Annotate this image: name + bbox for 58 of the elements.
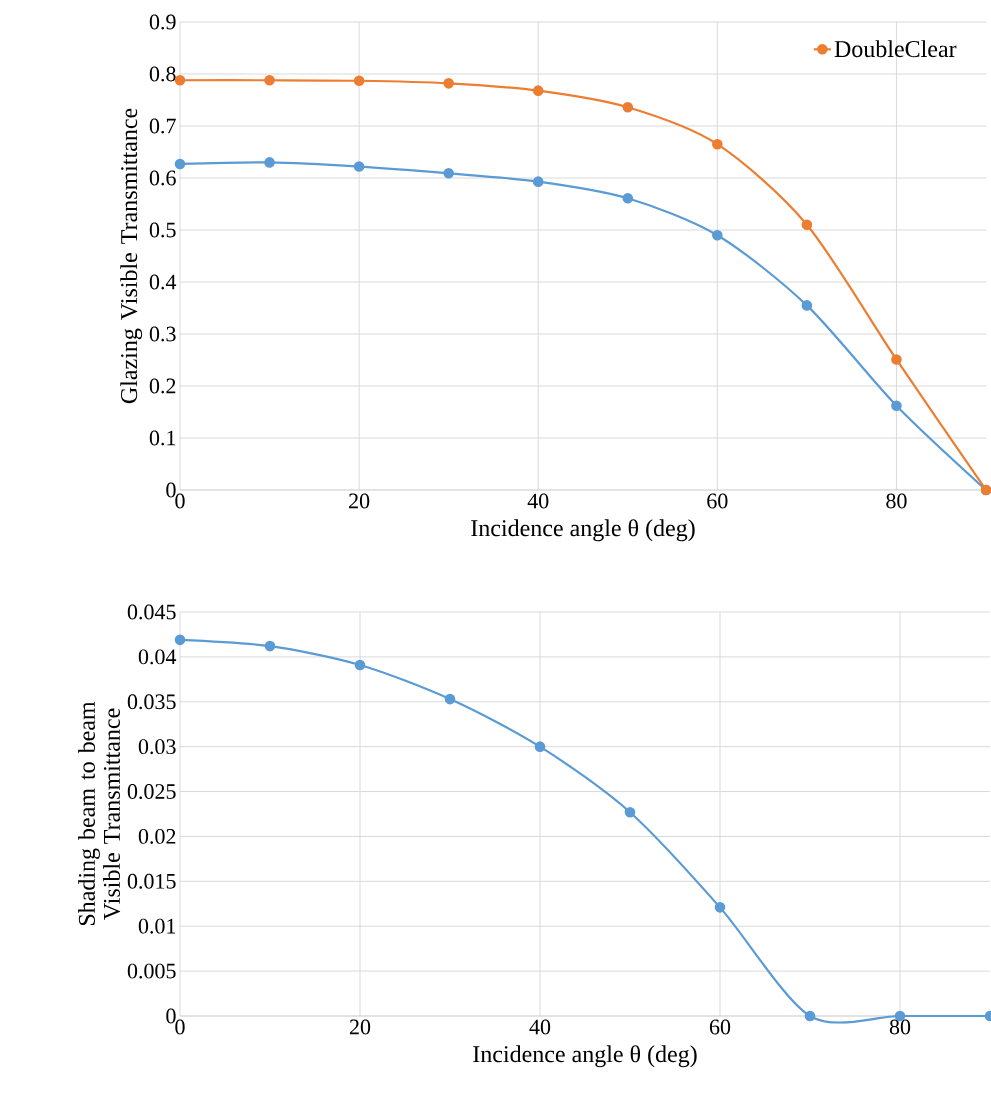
point: [532, 176, 544, 187]
y-tick-label: 0.02: [138, 828, 176, 844]
y-axis-title: Shading beam to beam Visible Transmittance: [78, 701, 121, 926]
y-tick-label: 0.3: [149, 326, 176, 342]
point: [264, 157, 275, 168]
point: [801, 300, 813, 311]
point: [891, 354, 902, 365]
x-tick-label: 20: [349, 493, 370, 509]
y-tick-label: 0.025: [127, 784, 176, 800]
y-tick-label: 0.035: [127, 694, 176, 710]
point: [712, 138, 723, 150]
point: [532, 85, 544, 96]
y-tick-label: 0.03: [138, 739, 176, 755]
point: [443, 168, 454, 179]
y-tick-label: 0.005: [127, 963, 176, 979]
y-axis-title: Glazing Visible Transmittance: [120, 108, 143, 404]
x-tick-label: 40: [527, 493, 549, 509]
y-tick-label: 0.015: [127, 873, 176, 889]
x-tick-label: 20: [349, 1019, 371, 1035]
point: [622, 192, 634, 204]
point: [353, 75, 365, 87]
y-tick-label: 0.2: [149, 378, 176, 394]
point: [353, 161, 365, 172]
y-tick-label: 0.4: [149, 274, 177, 290]
point: [174, 158, 186, 170]
x-tick-label: 80: [886, 493, 907, 509]
point: [443, 78, 454, 89]
y-tick-label: 0.6: [149, 170, 176, 186]
point: [714, 902, 726, 913]
y-tick-label: 0.8: [149, 66, 176, 82]
y-tick-label: 0.7: [149, 118, 176, 134]
y-tick-label: 0.5: [149, 222, 176, 238]
y-tick-label: 0.04: [138, 649, 177, 665]
point: [712, 229, 723, 241]
point: [174, 634, 186, 646]
point: [891, 400, 902, 412]
point: [264, 74, 275, 86]
y-tick-label: 0.01: [138, 918, 176, 934]
point: [622, 101, 634, 113]
point: [354, 659, 366, 671]
x-tick-label: 60: [707, 493, 728, 509]
y-tick-label: 0: [166, 482, 176, 498]
x-axis-title: Incidence angle θ (deg): [471, 519, 695, 542]
point: [264, 640, 276, 652]
point: [624, 806, 636, 818]
x-tick-label: 80: [889, 1019, 911, 1035]
y-tick-label: 0.045: [127, 604, 176, 620]
y-tick-label: 0.1: [149, 430, 176, 446]
legend-label: DoubleClear: [834, 40, 957, 58]
point: [801, 219, 813, 231]
point: [534, 741, 546, 752]
y-tick-label: 0.9: [149, 14, 176, 30]
x-tick-label: 60: [709, 1019, 731, 1035]
point: [804, 1010, 816, 1022]
y-tick-label: 0: [166, 1008, 176, 1024]
point: [444, 693, 456, 705]
x-tick-label: 40: [529, 1019, 551, 1035]
x-axis-title: Incidence angle θ (deg): [473, 1045, 697, 1068]
